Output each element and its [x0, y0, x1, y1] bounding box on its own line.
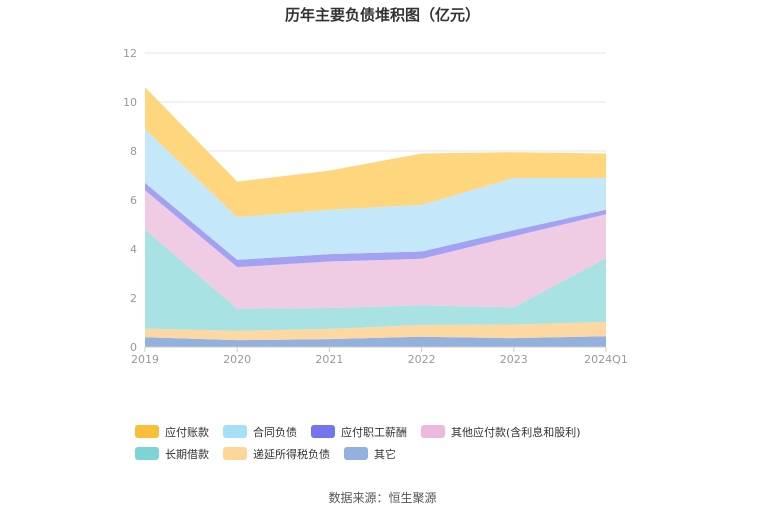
x-tick-label: 2021	[315, 353, 343, 366]
legend-swatch	[311, 425, 335, 438]
x-tick-label: 2019	[131, 353, 159, 366]
legend-item[interactable]: 其他应付款(含利息和股利)	[421, 424, 581, 439]
legend-label: 长期借款	[165, 447, 209, 461]
legend-item[interactable]: 递延所得税负债	[223, 446, 330, 461]
area-series-1	[145, 322, 606, 341]
y-tick-label: 10	[123, 96, 137, 109]
legend-label: 合同负债	[253, 425, 297, 439]
legend-item[interactable]: 长期借款	[135, 446, 209, 461]
legend-label: 递延所得税负债	[253, 447, 330, 461]
area-series-5	[145, 128, 606, 260]
legend-label: 其他应付款(含利息和股利)	[451, 425, 581, 439]
y-axis-ticks: 0 2 4 6 8 10 12	[123, 47, 137, 354]
legend-swatch	[344, 447, 368, 460]
x-tick-label: 2023	[500, 353, 528, 366]
y-tick-label: 0	[130, 341, 137, 354]
area-series-6	[145, 87, 606, 218]
x-axis: 2019 2020 2021 2022 2023 2024Q1	[131, 346, 628, 366]
legend-label: 应付账款	[165, 425, 209, 439]
legend-label: 其它	[374, 447, 396, 461]
chart-title: 历年主要负债堆积图（亿元）	[284, 6, 480, 24]
data-source: 数据来源：恒生聚源	[328, 491, 437, 505]
x-tick-label: 2022	[408, 353, 436, 366]
series-areas	[145, 87, 606, 347]
legend-swatch	[135, 425, 159, 438]
legend-swatch	[421, 425, 445, 438]
y-tick-label: 8	[130, 145, 137, 158]
area-series-2	[145, 229, 606, 331]
legend-item[interactable]: 应付职工薪酬	[311, 424, 407, 439]
legend-label: 应付职工薪酬	[341, 425, 407, 439]
area-series-3	[145, 190, 606, 309]
x-tick-label: 2024Q1	[584, 353, 628, 366]
legend-item[interactable]: 合同负债	[223, 424, 297, 439]
legend-swatch	[135, 447, 159, 460]
legend-item[interactable]: 其它	[344, 446, 396, 461]
y-tick-label: 12	[123, 47, 137, 60]
y-tick-label: 2	[130, 292, 137, 305]
legend-swatch	[223, 425, 247, 438]
y-tick-label: 4	[130, 243, 137, 256]
legend: 应付账款 合同负债 应付职工薪酬 其他应付款(含利息和股利) 长期借款 递延所得税负债 其它	[135, 424, 655, 461]
legend-item[interactable]: 应付账款	[135, 424, 209, 439]
y-tick-label: 6	[130, 194, 137, 207]
stacked-area-chart: 0 2 4 6 8 10 12 2019 2020 2021 2022 2023 2024Q1	[123, 47, 628, 366]
area-series-0	[145, 336, 606, 347]
legend-swatch	[223, 447, 247, 460]
x-tick-label: 2020	[223, 353, 251, 366]
